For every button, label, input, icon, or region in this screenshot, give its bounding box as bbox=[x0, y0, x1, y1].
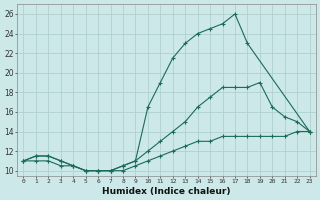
X-axis label: Humidex (Indice chaleur): Humidex (Indice chaleur) bbox=[102, 187, 231, 196]
